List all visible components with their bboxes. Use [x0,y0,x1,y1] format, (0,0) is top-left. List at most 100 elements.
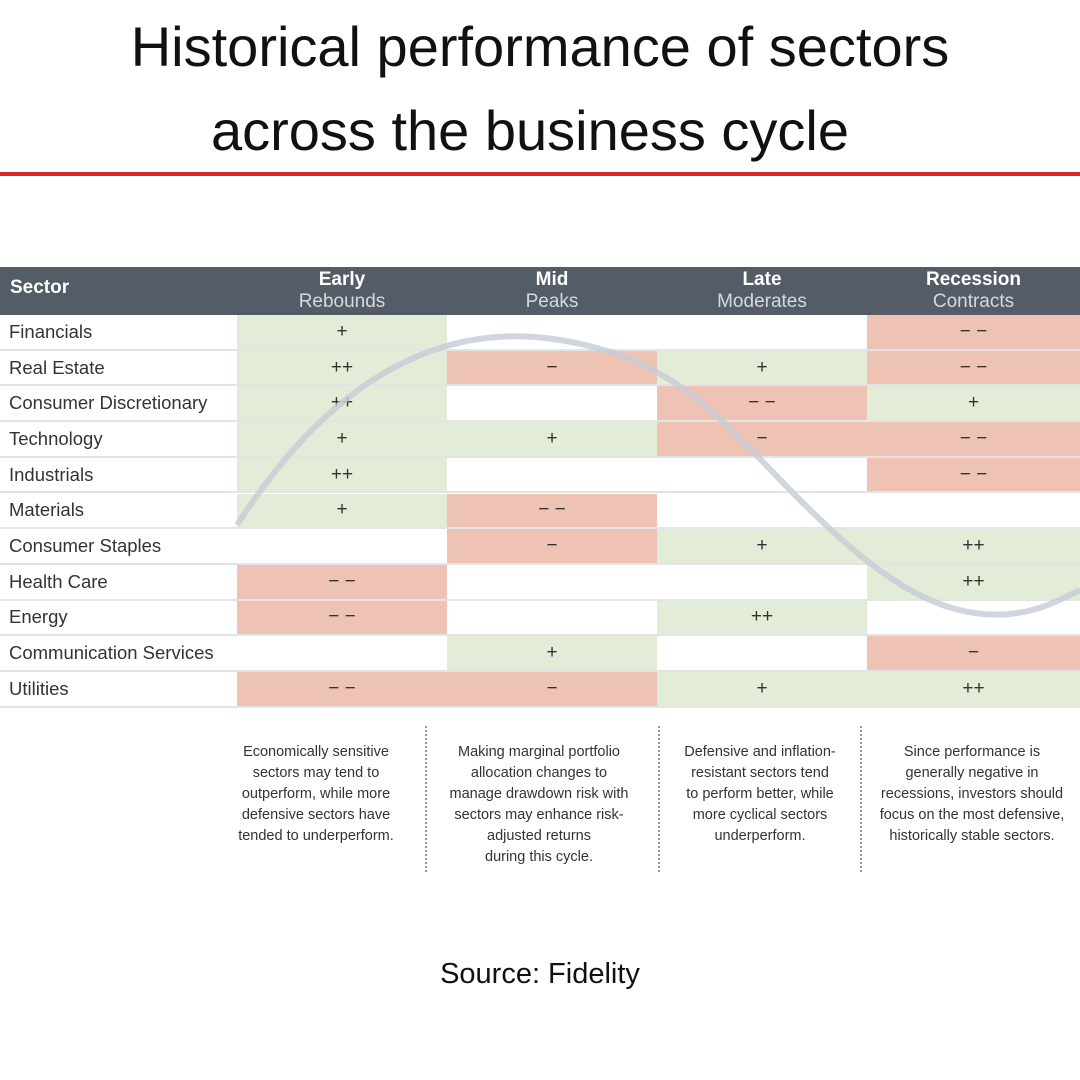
rating-cell: − − [867,422,1080,458]
header-cell: Early Rebounds [237,267,447,315]
phase-name: Recession [925,269,1022,290]
note-line: Defensive and inflation- [684,744,836,760]
note-line: to perform better, while [686,786,834,802]
note: Economically sensitive sectors may tend t… [212,742,420,847]
rating-cell [657,315,867,351]
note: Defensive and inflation-resistant sector… [662,742,858,847]
rating-cell [447,386,657,423]
note-line: focus on the most defensive, [879,807,1065,823]
header-cell: Recession Contracts [867,267,1080,315]
rating-cell: ++ [657,600,867,637]
sector-name: Energy [0,600,237,637]
title-line: Historical performance of sectors [130,15,950,78]
rating-cell: ++ [867,672,1080,708]
rating-cell [657,564,867,601]
sector-name: Industrials [0,457,237,494]
note-line: more cyclical sectors [692,807,828,823]
rating-cell [237,636,447,672]
rating-cell: − − [657,386,867,423]
note-line: adjusted returns [487,828,591,844]
sector-name: Consumer Staples [0,529,237,565]
note-line: allocation changes to [470,765,608,781]
rating-cell: + [447,636,657,672]
rating-cell: − [447,529,657,565]
rating-cell: + [657,672,867,708]
phase-name: Early [318,269,366,290]
sector-name: Financials [0,315,237,351]
rating-cell: − [447,672,657,708]
separator [658,726,660,872]
sector-name: Technology [0,422,237,458]
sector-name: Communication Services [0,636,237,672]
sector-name: Real Estate [0,350,237,387]
rating-cell [447,564,657,601]
rating-cell: − − [867,350,1080,387]
title-line: across the business cycle [210,99,850,162]
rating-cell: ++ [237,350,447,387]
rating-cell: ++ [237,386,447,423]
phase-name: Late [742,269,782,290]
phase-desc: Moderates [717,291,807,312]
note-line: during this cycle. [485,849,593,865]
rating-cell: − [867,636,1080,672]
note-line: Since performance is [903,744,1041,760]
rating-cell: + [237,315,447,351]
note-line: sectors may enhance risk- [454,807,624,823]
rating-cell: ++ [867,564,1080,601]
phase-name: Mid [535,269,569,290]
rating-cell: − − [237,600,447,637]
rating-cell: ++ [237,457,447,494]
sector-name: Materials [0,493,237,530]
note-line: underperform. [714,828,806,844]
rating-cell [237,529,447,565]
note-line: defensive sectors have [241,807,391,823]
sector-name: Consumer Discretionary [0,386,237,423]
sector-name: Health Care [0,564,237,601]
note-line: tended to underperform. [238,828,394,844]
rating-cell: − [657,422,867,458]
rating-cell: + [657,350,867,387]
rating-cell [447,315,657,351]
note-line: manage drawdown risk with [449,786,629,802]
rule [0,172,1080,176]
note: Making marginal portfolio allocation chan… [428,742,650,868]
note-line: resistant sectors tend [691,765,829,781]
phase-desc: Contracts [932,291,1015,312]
rating-cell: ++ [867,529,1080,565]
note-line: generally negative in [905,765,1039,781]
note-line: outperform, while more [241,786,391,802]
rating-cell: − − [867,457,1080,494]
rating-cell: − − [867,315,1080,351]
note-line: historically stable sectors. [889,828,1055,844]
rating-cell [657,636,867,672]
separator [860,726,862,872]
rating-cell [447,600,657,637]
header-cell: Late Moderates [657,267,867,315]
header-cell: Mid Peaks [447,267,657,315]
rating-cell: − − [237,672,447,708]
rating-cell: + [657,529,867,565]
phase-desc: Peaks [525,291,579,312]
rating-cell [867,600,1080,637]
rating-cell: − [447,350,657,387]
rating-cell [447,457,657,494]
note: Since performance is generally negative i… [864,742,1080,847]
header-cell: Sector [0,267,237,315]
separator [425,726,427,872]
rating-cell [867,493,1080,530]
phase-desc: Rebounds [298,291,386,312]
rating-cell: + [237,422,447,458]
rating-cell [657,457,867,494]
rating-cell [657,493,867,530]
rating-cell: + [237,493,447,530]
note-line: Economically sensitive [243,744,389,760]
source: Source: Fidelity [440,958,640,990]
rating-cell: − − [237,564,447,601]
rating-cell: + [447,422,657,458]
note-line: Making marginal portfolio [458,744,620,760]
note-line: sectors may tend to [252,765,380,781]
note-line: recessions, investors should [880,786,1064,802]
rating-cell: − − [447,493,657,530]
